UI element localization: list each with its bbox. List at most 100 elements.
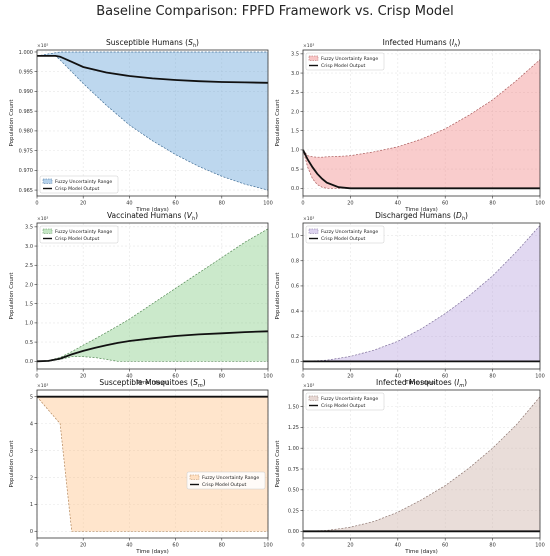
y-tick-label: 0.965 — [19, 188, 33, 194]
fuzzy-band — [37, 396, 268, 532]
y-tick-label: 1.0 — [291, 148, 299, 154]
x-tick-label: 40 — [395, 201, 401, 207]
x-tick-label: 40 — [126, 374, 132, 380]
x-tick-label: 0 — [35, 374, 38, 380]
fuzzy-upper-bound — [36, 51, 268, 57]
legend-label-crisp: Crisp Model Output — [321, 403, 366, 409]
x-tick-label: 0 — [301, 374, 304, 380]
x-tick-label: 20 — [347, 543, 353, 549]
x-tick-label: 60 — [442, 201, 448, 207]
axes-frame — [36, 389, 269, 539]
x-tick-label: 20 — [347, 201, 353, 207]
chart-panel-0: 0 20 40 60 80 100 0.965 0.970 0.975 0.980 0.985 0.9… — [9, 38, 273, 213]
fuzzy-upper-bound — [302, 225, 541, 362]
x-axis-label: Time (days) — [404, 549, 437, 555]
axis-exponent-label: ×10³ — [37, 383, 48, 389]
panel-title: Infected Humans (Ih) — [383, 38, 461, 49]
fuzzy-band — [303, 225, 540, 362]
crisp-line — [37, 55, 269, 84]
legend-label-crisp: Crisp Model Output — [202, 482, 247, 488]
y-axis-label: Population Count — [275, 272, 281, 320]
x-tick-label: 0 — [35, 201, 38, 207]
x-axis-label: Time (days) — [135, 207, 168, 213]
x-tick-label: 0 — [301, 543, 304, 549]
x-tick-label: 80 — [489, 374, 495, 380]
x-tick-label: 60 — [172, 543, 178, 549]
y-tick-label: 0.00 — [288, 529, 299, 535]
axes-frame — [302, 389, 541, 539]
y-tick-label: 2.0 — [25, 282, 33, 288]
y-tick-label: 0.0 — [291, 186, 299, 192]
axis-exponent-label: ×10³ — [303, 216, 314, 222]
y-tick-label: 1.0 — [25, 321, 33, 327]
x-tick-label: 20 — [80, 201, 86, 207]
y-axis-label: Population Count — [275, 99, 281, 147]
legend-box — [39, 225, 119, 244]
axes-frame — [36, 222, 269, 370]
y-tick-label: 2.0 — [291, 109, 299, 115]
y-tick-label: 0.5 — [291, 167, 299, 173]
y-tick-label: 0.6 — [291, 284, 299, 290]
chart-panel-4: 0 20 40 60 80 100 0 1 2 3 4 5 ×10³ Time (days) Populat… — [9, 378, 273, 555]
y-tick-label: 0.975 — [19, 148, 33, 154]
y-axis-label: Population Count — [275, 440, 281, 488]
axis-exponent-label: ×10³ — [303, 383, 314, 389]
legend-swatch-fuzzy — [42, 228, 53, 234]
y-tick-label: 0.50 — [288, 488, 299, 494]
axis-exponent-label: ×10⁵ — [37, 43, 48, 49]
y-tick-label: 2.5 — [25, 263, 33, 269]
y-tick-label: 2.5 — [291, 90, 299, 96]
x-axis-label: Time (days) — [404, 207, 437, 213]
fuzzy-upper-bound — [302, 396, 541, 532]
legend-swatch-fuzzy — [42, 178, 53, 184]
y-tick-label: 1.5 — [25, 301, 33, 307]
x-tick-label: 80 — [489, 201, 495, 207]
y-tick-label: 1.50 — [288, 404, 299, 410]
fuzzy-band — [37, 228, 268, 362]
y-tick-label: 0.985 — [19, 109, 33, 115]
chart-panel-2: 0 20 40 60 80 100 0.0 0.5 1.0 1.5 2.0 2.5 3.0 3.5 ×10³… — [9, 211, 273, 386]
x-axis-label: Time (days) — [135, 549, 168, 555]
axes-frame — [302, 49, 541, 197]
y-tick-label: 1.00 — [288, 446, 299, 452]
y-tick-label: 0.75 — [288, 467, 299, 473]
y-axis-label: Population Count — [9, 272, 15, 320]
axis-exponent-label: ×10³ — [37, 216, 48, 222]
x-tick-label: 20 — [347, 374, 353, 380]
x-tick-label: 40 — [395, 543, 401, 549]
panel-title: Vaccinated Humans (Vh) — [107, 211, 198, 222]
axis-exponent-label: ×10³ — [303, 43, 314, 49]
x-tick-label: 40 — [126, 201, 132, 207]
y-tick-label: 1.000 — [19, 50, 33, 56]
legend-label-crisp: Crisp Model Output — [55, 186, 100, 192]
legend-swatch-fuzzy — [189, 474, 200, 480]
x-tick-label: 40 — [395, 374, 401, 380]
x-tick-label: 100 — [535, 201, 545, 207]
x-axis-label: Time (days) — [135, 380, 168, 386]
y-tick-label: 1 — [30, 502, 33, 508]
x-tick-label: 100 — [535, 374, 545, 380]
x-tick-label: 0 — [35, 543, 38, 549]
x-tick-label: 20 — [80, 543, 86, 549]
y-tick-label: 0.25 — [288, 508, 299, 514]
panel-title: Infected Mosquitoes (Im) — [376, 378, 467, 389]
chart-panel-1: 0 20 40 60 80 100 0.0 0.5 1.0 1.5 2.0 2.5 3.0 3.5 ×10³… — [275, 38, 545, 213]
y-tick-label: 0.0 — [25, 359, 33, 365]
figure-title: Baseline Comparison: FPFD Framework vs. … — [96, 4, 454, 19]
legend-label-fuzzy: Fuzzy Uncertainty Range — [202, 475, 259, 481]
y-tick-label: 3.5 — [291, 52, 299, 58]
x-tick-label: 80 — [489, 543, 495, 549]
legend-box — [305, 225, 385, 244]
crisp-line — [36, 330, 269, 363]
y-tick-label: 1.5 — [291, 128, 299, 134]
legend-box — [305, 52, 385, 71]
fuzzy-band — [303, 59, 540, 189]
fuzzy-lower-bound — [37, 55, 269, 191]
